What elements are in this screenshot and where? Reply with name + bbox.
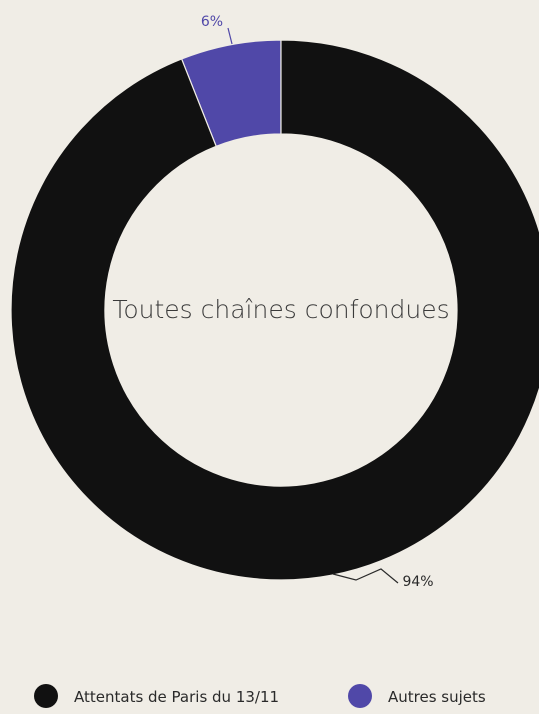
legend-swatch-autres-sujets — [348, 684, 372, 708]
legend: Attentats de Paris du 13/11 Autres sujet… — [34, 684, 486, 708]
legend-swatch-attentats — [34, 684, 58, 708]
leader-line-0 — [227, 27, 233, 45]
center-label: Toutes chaînes confondues — [112, 295, 449, 324]
label-6-percent: 6% — [201, 14, 223, 30]
leader-line-1 — [332, 568, 399, 584]
percent-labels: 6% 94% — [201, 14, 434, 590]
donut-slices — [10, 39, 539, 581]
label-94-percent: 94% — [402, 574, 433, 590]
legend-label-autres-sujets: Autres sujets — [388, 688, 486, 706]
label-leaders — [227, 27, 399, 584]
legend-label-attentats: Attentats de Paris du 13/11 — [74, 688, 279, 706]
slice-attentats — [10, 39, 539, 581]
